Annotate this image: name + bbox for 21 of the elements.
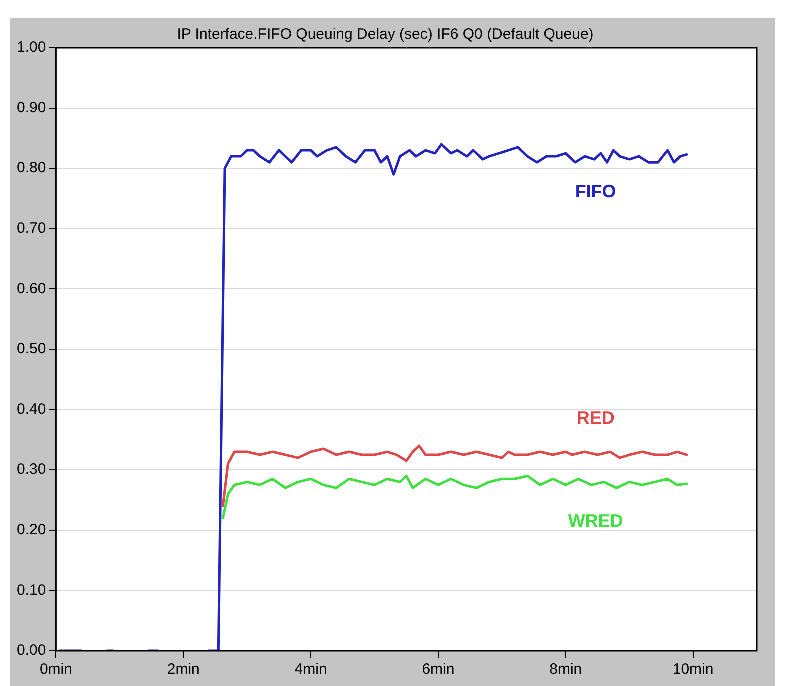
y-tick-label: 0.80 xyxy=(16,160,46,177)
y-tick-label: 0.30 xyxy=(16,461,46,478)
x-tick-label: 4min xyxy=(294,661,328,678)
series-label: FIFO xyxy=(575,182,616,202)
x-tick-label: 2min xyxy=(167,661,200,678)
y-tick-label: 0.50 xyxy=(16,340,46,358)
y-tick-label: 0.00 xyxy=(16,642,46,660)
series-label: WRED xyxy=(568,510,624,531)
y-tick-label: 0.40 xyxy=(16,400,46,418)
y-tick-label: 0.20 xyxy=(16,522,46,539)
y-tick-label: 0.70 xyxy=(16,220,46,238)
y-tick-label: 0.10 xyxy=(16,582,46,599)
x-tick-label: 6min xyxy=(422,661,455,678)
x-tick-label: 0min xyxy=(40,661,72,678)
y-tick-label: 0.60 xyxy=(16,280,46,298)
chart-title: IP Interface.FIFO Queuing Delay (sec) IF6 Q0 (Default Queue) xyxy=(177,26,594,44)
x-tick-label: 10min xyxy=(672,661,714,678)
y-tick-label: 0.90 xyxy=(16,99,46,116)
series-label: RED xyxy=(576,408,615,428)
y-tick-label: 1.00 xyxy=(16,39,46,56)
x-tick-label: 8min xyxy=(550,661,582,678)
